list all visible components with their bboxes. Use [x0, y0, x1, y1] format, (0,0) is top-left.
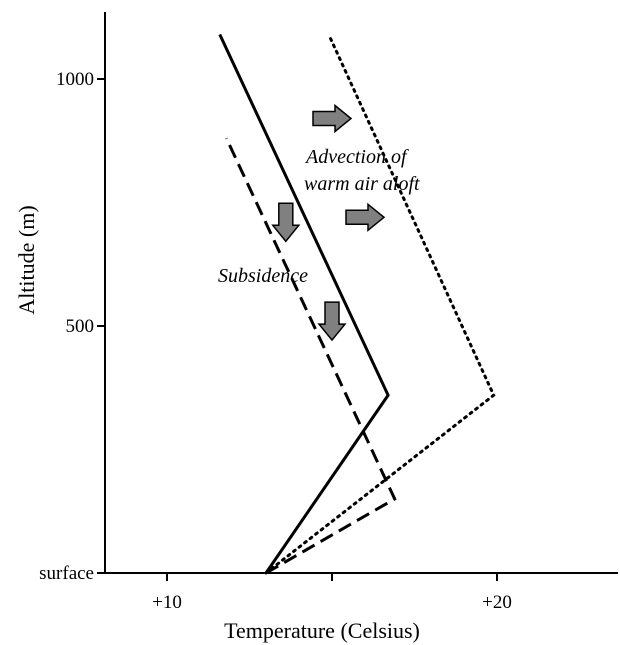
y-axis-ticks: surface 500 1000 — [39, 69, 105, 584]
block-arrow-right — [312, 103, 353, 134]
block-arrow-right — [345, 202, 386, 232]
dotted-temperature-profile — [264, 33, 496, 575]
solid-temperature-profile — [218, 33, 390, 574]
x-tick-label: +20 — [482, 592, 512, 613]
y-tick-label: 500 — [66, 316, 95, 337]
advection-label-line2: warm air aloft — [304, 173, 420, 195]
x-tick-label: +10 — [152, 592, 182, 613]
y-tick-label: surface — [39, 563, 94, 584]
dashed-temperature-profile — [225, 137, 397, 575]
block-arrow-down — [271, 202, 301, 243]
advection-label-line1: Advection of — [304, 146, 409, 168]
y-axis-title: Altitude (m) — [14, 205, 39, 314]
temperature-profiles — [218, 33, 496, 575]
x-axis-title: Temperature (Celsius) — [224, 618, 420, 643]
x-axis-ticks: +10 +20 — [152, 573, 512, 613]
subsidence-label: Subsidence — [218, 265, 308, 287]
process-arrows — [271, 103, 386, 342]
block-arrow-down — [317, 301, 347, 342]
y-tick-label: 1000 — [56, 69, 94, 90]
